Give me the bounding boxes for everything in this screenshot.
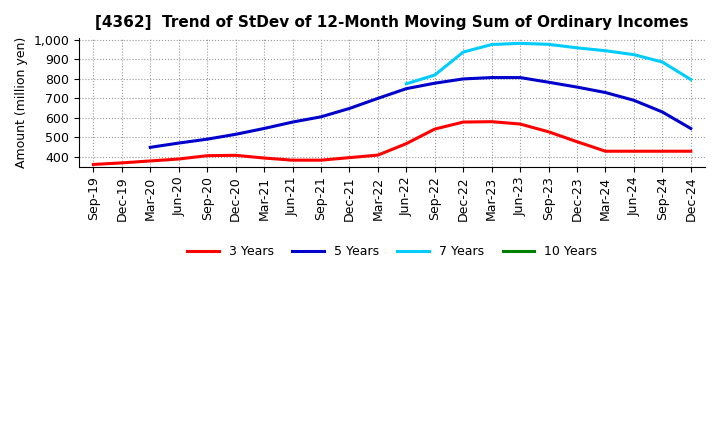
7 Years: [459, 49, 467, 55]
5 Years: [686, 126, 695, 131]
3 Years: [544, 129, 553, 135]
7 Years: [402, 81, 410, 86]
7 Years: [686, 77, 695, 82]
7 Years: [658, 59, 667, 65]
3 Years: [374, 153, 382, 158]
3 Years: [231, 153, 240, 158]
7 Years: [601, 48, 610, 53]
5 Years: [317, 114, 325, 120]
Legend: 3 Years, 5 Years, 7 Years, 10 Years: 3 Years, 5 Years, 7 Years, 10 Years: [182, 240, 602, 263]
3 Years: [487, 119, 496, 125]
5 Years: [345, 106, 354, 111]
3 Years: [117, 160, 126, 165]
7 Years: [544, 42, 553, 47]
Y-axis label: Amount (million yen): Amount (million yen): [15, 37, 28, 168]
7 Years: [487, 42, 496, 47]
5 Years: [374, 96, 382, 101]
7 Years: [516, 41, 524, 46]
5 Years: [572, 84, 581, 90]
3 Years: [203, 153, 212, 158]
3 Years: [459, 119, 467, 125]
3 Years: [686, 149, 695, 154]
3 Years: [146, 158, 155, 164]
7 Years: [629, 52, 638, 57]
5 Years: [658, 109, 667, 114]
3 Years: [658, 149, 667, 154]
5 Years: [203, 136, 212, 142]
5 Years: [431, 81, 439, 86]
3 Years: [345, 155, 354, 160]
3 Years: [516, 121, 524, 127]
3 Years: [174, 156, 183, 161]
5 Years: [288, 119, 297, 125]
Title: [4362]  Trend of StDev of 12-Month Moving Sum of Ordinary Incomes: [4362] Trend of StDev of 12-Month Moving…: [95, 15, 689, 30]
5 Years: [459, 76, 467, 81]
5 Years: [146, 145, 155, 150]
5 Years: [260, 126, 269, 131]
3 Years: [288, 158, 297, 163]
5 Years: [487, 75, 496, 80]
3 Years: [260, 155, 269, 161]
5 Years: [629, 98, 638, 103]
Line: 3 Years: 3 Years: [94, 122, 690, 165]
3 Years: [402, 141, 410, 146]
3 Years: [89, 162, 98, 167]
5 Years: [601, 90, 610, 95]
3 Years: [601, 149, 610, 154]
Line: 7 Years: 7 Years: [406, 44, 690, 84]
7 Years: [572, 45, 581, 51]
5 Years: [544, 80, 553, 85]
3 Years: [317, 158, 325, 163]
7 Years: [431, 73, 439, 78]
5 Years: [402, 86, 410, 91]
3 Years: [572, 139, 581, 144]
5 Years: [516, 75, 524, 80]
3 Years: [629, 149, 638, 154]
5 Years: [174, 140, 183, 146]
5 Years: [231, 132, 240, 137]
Line: 5 Years: 5 Years: [150, 77, 690, 147]
3 Years: [431, 126, 439, 132]
